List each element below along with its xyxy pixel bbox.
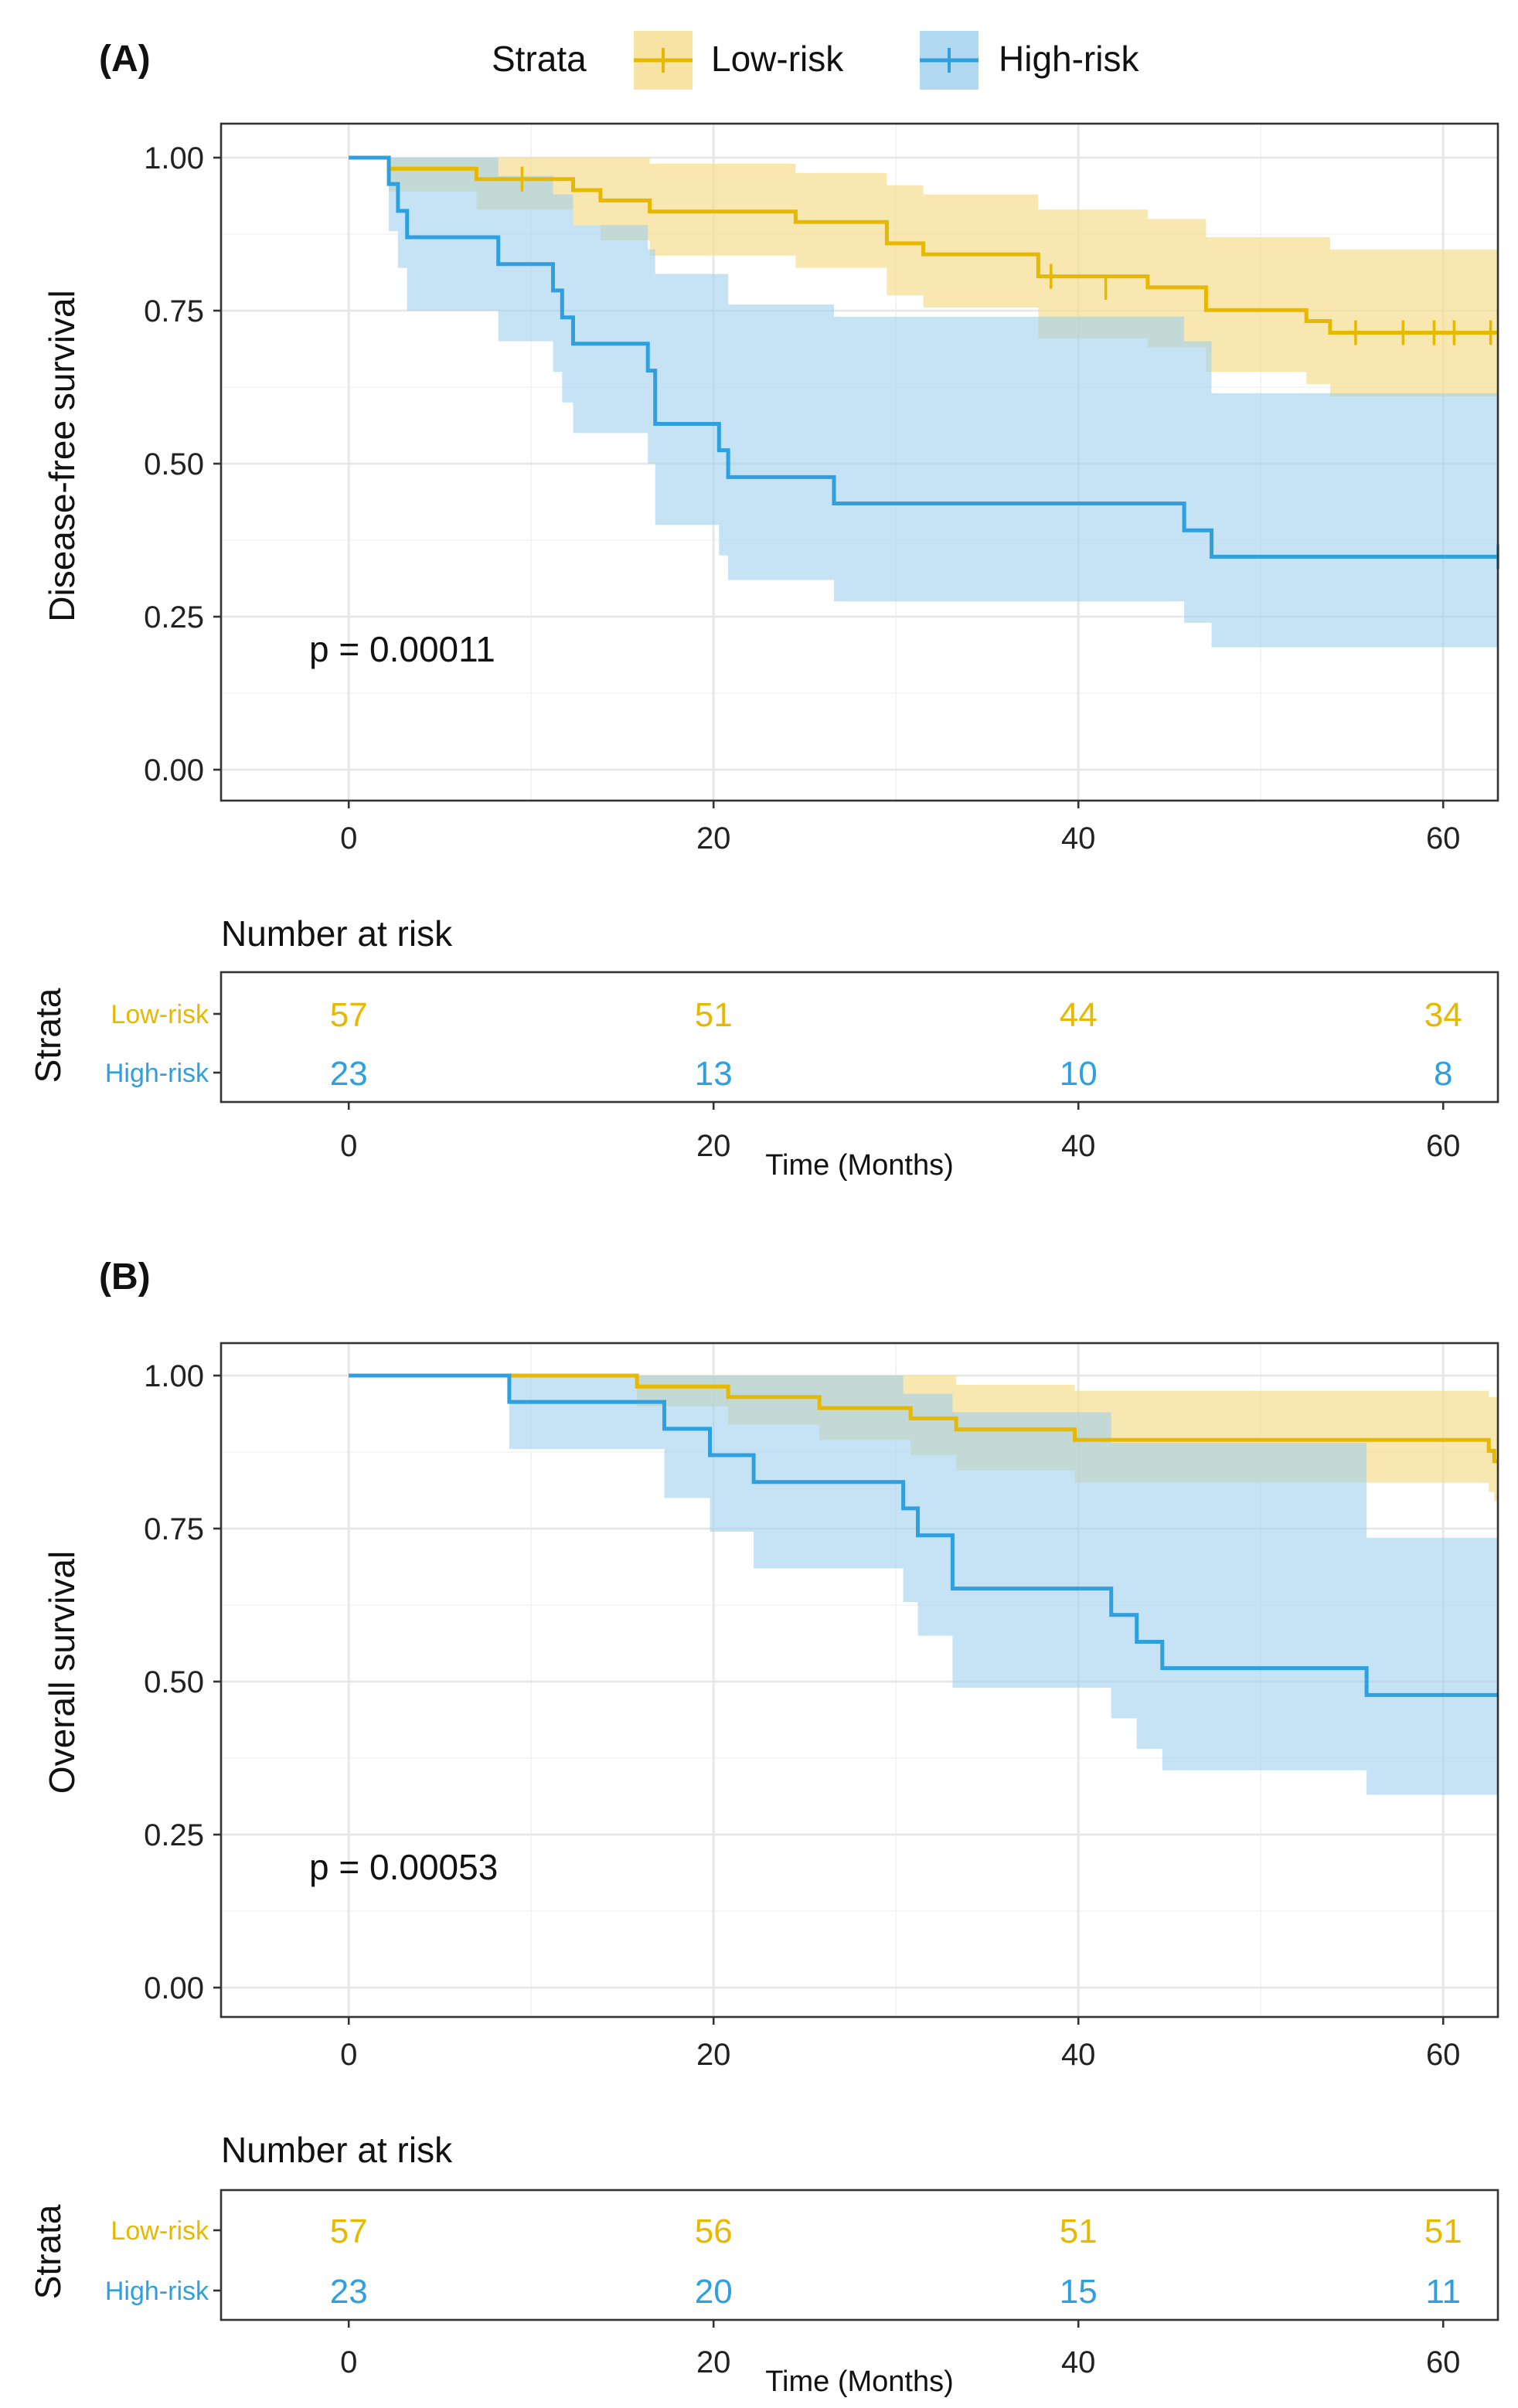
risk-count: 8 xyxy=(1434,1055,1452,1093)
risk-x-tick-label: 20 xyxy=(696,1129,731,1163)
legend-high-label: High-risk xyxy=(999,39,1139,79)
panel-b-label: (B) xyxy=(99,1257,151,1298)
risk-x-tick-label: 60 xyxy=(1426,1129,1461,1163)
risk-table-frame xyxy=(220,971,1499,1104)
x-tick-label: 20 xyxy=(696,821,731,855)
panel-b-plot: 0.00 0.25 0.50 0.75 1.00 0 20 40 60 xyxy=(144,1342,1499,2072)
risk-count: 56 xyxy=(695,2212,733,2250)
x-tick-label: 40 xyxy=(1061,821,1096,855)
y-tick-label: 0.25 xyxy=(144,600,204,634)
risk-count: 15 xyxy=(1060,2273,1098,2311)
panel-a-ylabel: Disease-free survival xyxy=(42,290,82,621)
x-tick-label: 40 xyxy=(1061,2038,1096,2072)
panel-a-pvalue: p = 0.00011 xyxy=(309,629,495,669)
y-tick-label: 0.75 xyxy=(144,294,204,328)
high-risk-confidence-band xyxy=(349,1376,1499,1795)
low-risk-survival-curve xyxy=(349,155,1498,335)
plot-frame xyxy=(220,122,1499,802)
legend: Strata Low-risk High-risk xyxy=(492,31,1139,90)
risk-count: 51 xyxy=(1060,2212,1098,2250)
panel-a-risk-ylabel: Strata xyxy=(28,988,68,1083)
risk-count: 23 xyxy=(330,1055,368,1093)
panel-a-plot: 0.00 0.25 0.50 0.75 1.00 0 20 40 60 xyxy=(144,122,1499,855)
panel-b-xlabel: Time (Months) xyxy=(765,2365,954,2398)
risk-x-tick-label: 0 xyxy=(340,1129,357,1163)
risk-count: 51 xyxy=(695,996,733,1034)
risk-count: 34 xyxy=(1424,996,1462,1034)
risk-x-tick-label: 40 xyxy=(1061,1129,1096,1163)
risk-count: 20 xyxy=(695,2273,733,2311)
x-tick-label: 60 xyxy=(1426,2038,1461,2072)
x-tick-label: 60 xyxy=(1426,821,1461,855)
risk-row-label: Low-risk xyxy=(111,2216,209,2246)
risk-x-tick-label: 60 xyxy=(1426,2345,1461,2379)
y-tick-label: 0.00 xyxy=(144,753,204,787)
panel-a-risk-table: Low-risk 57 51 44 34 High-risk 23 13 10 8 0 20 40 60 xyxy=(105,971,1499,1163)
high-risk-confidence-band xyxy=(349,158,1499,648)
panel-b: (B) Overall survival 0.00 0.25 0.50 0.75 1.0… xyxy=(28,1257,1499,2398)
legend-low-label: Low-risk xyxy=(711,39,844,79)
risk-count: 11 xyxy=(1425,2273,1461,2311)
y-tick-label: 0.50 xyxy=(144,1665,204,1699)
y-tick-label: 1.00 xyxy=(144,1359,204,1393)
panel-b-pvalue: p = 0.00053 xyxy=(309,1847,498,1887)
high-risk-survival-curve xyxy=(349,1373,1498,1697)
y-tick-label: 0.50 xyxy=(144,447,204,481)
panel-b-risk-title: Number at risk xyxy=(221,2130,453,2170)
high-risk-survival-curve xyxy=(349,155,1498,559)
risk-count: 23 xyxy=(330,2273,368,2311)
panel-a-xlabel: Time (Months) xyxy=(765,1149,954,1182)
panel-a: (A) Disease-free survival 0.000.250.500.… xyxy=(28,39,1499,1182)
x-tick-label: 20 xyxy=(696,2038,731,2072)
plot-frame xyxy=(220,1342,1499,2019)
low-risk-confidence-band xyxy=(349,158,1499,396)
risk-row-label: High-risk xyxy=(105,2277,209,2306)
y-tick-label: 1.00 xyxy=(144,141,204,175)
risk-count: 13 xyxy=(695,1055,733,1093)
risk-count: 57 xyxy=(330,2212,368,2250)
low-risk-survival-curve xyxy=(349,1373,1498,1464)
risk-count: 51 xyxy=(1424,2212,1462,2250)
risk-row-label: Low-risk xyxy=(111,1000,209,1029)
panel-b-risk-ylabel: Strata xyxy=(28,2204,68,2299)
panel-a-risk-title: Number at risk xyxy=(221,913,453,954)
risk-count: 10 xyxy=(1060,1055,1098,1093)
risk-x-tick-label: 20 xyxy=(696,2345,731,2379)
x-tick-label: 0 xyxy=(340,2038,357,2072)
risk-row-label: High-risk xyxy=(105,1059,209,1088)
risk-x-tick-label: 0 xyxy=(340,2345,357,2379)
risk-count: 44 xyxy=(1060,996,1098,1034)
y-tick-label: 0.75 xyxy=(144,1512,204,1546)
panel-a-label: (A) xyxy=(99,39,151,80)
risk-count: 57 xyxy=(330,996,368,1034)
y-tick-label: 0.00 xyxy=(144,1971,204,2005)
risk-table-frame xyxy=(220,2189,1499,2321)
y-tick-label: 0.25 xyxy=(144,1818,204,1852)
panel-b-risk-table: Low-risk 57 56 51 51 High-risk 23 20 15 11 0 20 40 60 xyxy=(105,2189,1499,2379)
legend-title: Strata xyxy=(492,39,587,79)
risk-x-tick-label: 40 xyxy=(1061,2345,1096,2379)
panel-b-ylabel: Overall survival xyxy=(42,1551,82,1794)
x-tick-label: 0 xyxy=(340,821,357,855)
